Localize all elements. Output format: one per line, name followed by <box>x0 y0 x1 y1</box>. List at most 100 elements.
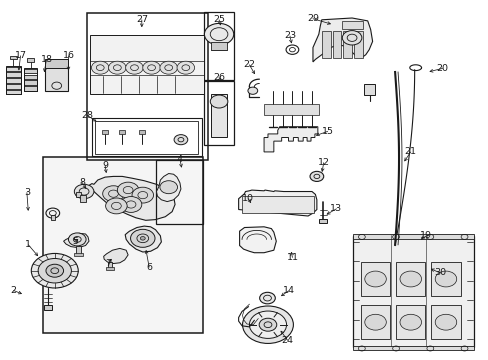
Bar <box>24 69 37 73</box>
Bar <box>90 35 203 94</box>
Circle shape <box>364 271 386 287</box>
Bar <box>211 42 226 50</box>
Circle shape <box>140 237 145 240</box>
Bar <box>211 94 226 137</box>
Bar <box>360 262 389 296</box>
Text: 24: 24 <box>281 336 293 345</box>
Text: 25: 25 <box>213 15 224 24</box>
Text: 13: 13 <box>330 204 342 213</box>
Bar <box>352 234 473 239</box>
Bar <box>74 253 82 256</box>
Polygon shape <box>238 190 316 216</box>
Circle shape <box>204 23 233 45</box>
Circle shape <box>132 187 153 203</box>
Circle shape <box>38 258 71 283</box>
Circle shape <box>160 181 177 194</box>
Text: 4: 4 <box>177 154 183 163</box>
Bar <box>119 130 125 134</box>
Bar <box>43 157 203 333</box>
Text: 30: 30 <box>433 269 445 277</box>
Text: 29: 29 <box>306 14 318 23</box>
Text: 6: 6 <box>146 263 152 271</box>
Bar <box>107 262 112 268</box>
Bar <box>45 67 68 91</box>
Circle shape <box>259 292 275 304</box>
Bar <box>92 118 202 156</box>
Circle shape <box>68 233 86 246</box>
Bar <box>27 58 34 62</box>
Polygon shape <box>89 176 175 220</box>
Bar <box>76 246 81 254</box>
Text: 5: 5 <box>72 237 78 246</box>
Circle shape <box>399 314 421 330</box>
Bar <box>44 305 52 310</box>
Circle shape <box>177 61 194 74</box>
Bar <box>6 84 20 89</box>
Circle shape <box>364 314 386 330</box>
Circle shape <box>102 186 124 202</box>
Text: 21: 21 <box>404 148 416 156</box>
Bar <box>24 75 37 79</box>
Bar <box>364 84 374 95</box>
Circle shape <box>174 135 187 145</box>
Circle shape <box>210 95 227 108</box>
Text: 1: 1 <box>25 240 31 249</box>
Bar <box>342 21 362 29</box>
Polygon shape <box>264 127 317 152</box>
Bar <box>343 31 351 58</box>
Bar <box>321 31 330 58</box>
Polygon shape <box>125 226 161 252</box>
Bar <box>10 56 17 59</box>
Circle shape <box>117 182 139 198</box>
Bar <box>318 219 326 223</box>
Circle shape <box>46 264 63 277</box>
Bar <box>87 13 208 160</box>
Polygon shape <box>103 248 128 264</box>
Bar <box>360 305 389 339</box>
Circle shape <box>249 311 286 338</box>
Text: 3: 3 <box>24 188 30 197</box>
Circle shape <box>242 306 293 343</box>
Bar <box>24 86 37 91</box>
Text: 16: 16 <box>62 51 74 60</box>
Polygon shape <box>312 18 372 62</box>
Circle shape <box>74 184 94 199</box>
Bar <box>155 160 203 224</box>
Bar <box>139 130 144 134</box>
Bar <box>430 262 460 296</box>
Circle shape <box>120 197 142 212</box>
Bar <box>45 59 68 68</box>
Bar <box>6 67 20 71</box>
Bar <box>6 66 20 94</box>
Bar <box>204 12 233 80</box>
Circle shape <box>108 61 126 74</box>
Text: 2: 2 <box>11 286 17 295</box>
Bar <box>353 31 362 58</box>
Bar <box>43 157 203 333</box>
Bar <box>264 104 318 115</box>
Text: 17: 17 <box>15 51 26 60</box>
Text: 22: 22 <box>243 60 255 69</box>
Text: 11: 11 <box>286 253 298 262</box>
Bar <box>76 192 81 197</box>
Bar <box>24 80 37 85</box>
Polygon shape <box>239 227 276 253</box>
Circle shape <box>247 87 257 94</box>
Bar <box>242 196 314 213</box>
Bar <box>6 78 20 83</box>
Text: 9: 9 <box>102 161 108 170</box>
Text: 19: 19 <box>420 231 431 240</box>
Polygon shape <box>156 174 181 202</box>
Text: 26: 26 <box>213 73 224 82</box>
Text: 23: 23 <box>284 31 295 40</box>
Bar <box>6 90 20 94</box>
Circle shape <box>434 271 456 287</box>
Bar <box>395 305 425 339</box>
Bar <box>332 31 341 58</box>
Text: 27: 27 <box>136 15 147 24</box>
Bar <box>51 215 55 220</box>
Circle shape <box>399 271 421 287</box>
Text: 20: 20 <box>436 64 447 73</box>
Circle shape <box>105 198 127 214</box>
Circle shape <box>160 61 177 74</box>
